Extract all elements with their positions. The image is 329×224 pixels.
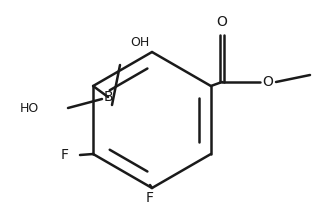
Text: B: B [103,90,113,104]
Text: OH: OH [130,35,149,49]
Text: F: F [146,191,154,205]
Text: HO: HO [20,101,39,114]
Text: O: O [216,15,227,29]
Text: O: O [263,75,273,89]
Text: F: F [61,148,69,162]
